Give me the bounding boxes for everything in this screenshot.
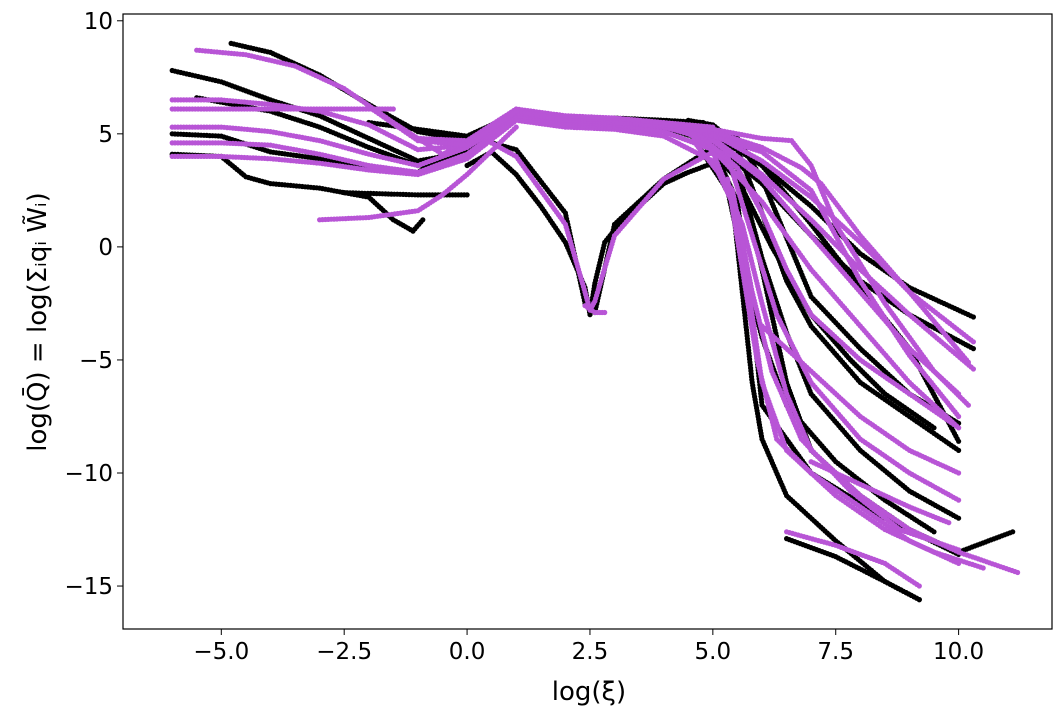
data-point xyxy=(1010,529,1016,535)
data-point xyxy=(970,366,977,372)
data-point xyxy=(420,217,426,223)
data-point xyxy=(464,192,470,198)
data-point xyxy=(970,346,977,352)
data-point xyxy=(956,515,962,521)
data-point xyxy=(970,339,977,345)
data-point xyxy=(390,106,396,112)
data-point xyxy=(956,438,962,444)
series-2-points xyxy=(169,47,1021,589)
data-point xyxy=(931,425,937,431)
data-point xyxy=(916,597,922,603)
data-point xyxy=(513,124,519,130)
plot-area-frame xyxy=(122,13,1053,630)
data-point xyxy=(956,447,962,453)
data-point xyxy=(970,314,977,320)
data-point xyxy=(1015,569,1021,576)
data-points xyxy=(169,40,1021,603)
data-point xyxy=(931,529,937,535)
